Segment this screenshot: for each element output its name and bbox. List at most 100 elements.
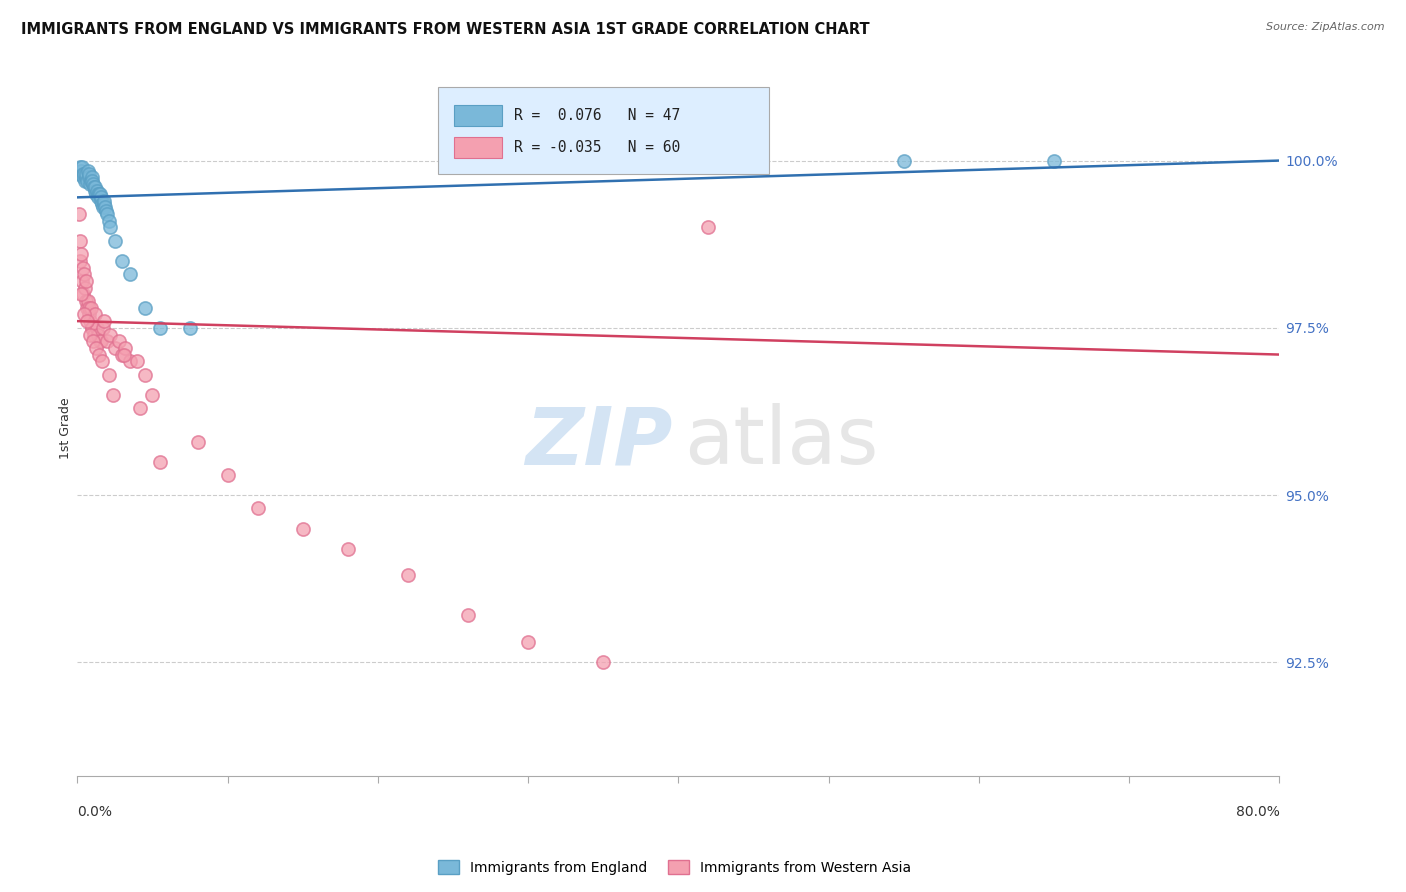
Point xyxy=(75,170,97,185)
Point xyxy=(91,354,114,368)
Point xyxy=(82,334,104,349)
Point xyxy=(97,214,120,228)
Point xyxy=(1043,153,1066,168)
Point xyxy=(104,341,127,355)
Point xyxy=(246,501,269,516)
Point xyxy=(73,174,96,188)
Point xyxy=(93,194,115,208)
Point xyxy=(84,187,107,202)
Point xyxy=(83,327,105,342)
Point xyxy=(90,190,112,204)
Point xyxy=(91,197,114,211)
Point xyxy=(75,274,97,288)
Point xyxy=(67,207,90,221)
Point xyxy=(91,201,114,215)
Point xyxy=(592,656,614,670)
Point xyxy=(73,268,96,282)
Point xyxy=(69,234,91,248)
Point xyxy=(141,387,163,401)
Point xyxy=(336,541,359,556)
Point xyxy=(127,354,149,368)
Point xyxy=(76,314,98,328)
Point xyxy=(72,287,94,301)
Point xyxy=(100,220,122,235)
Point xyxy=(84,341,107,355)
Point xyxy=(96,207,118,221)
Point xyxy=(79,177,101,191)
Point xyxy=(72,170,94,185)
Point xyxy=(86,184,108,198)
Text: R = -0.035   N = 60: R = -0.035 N = 60 xyxy=(513,139,681,154)
Text: atlas: atlas xyxy=(685,403,879,481)
Point xyxy=(76,163,98,178)
Point xyxy=(104,234,127,248)
Text: 80.0%: 80.0% xyxy=(1236,805,1279,819)
Point xyxy=(83,180,105,194)
Point xyxy=(96,334,118,349)
Point xyxy=(70,163,93,178)
Point xyxy=(97,368,120,382)
Point xyxy=(396,568,419,582)
Point xyxy=(86,321,108,335)
Point xyxy=(75,167,97,181)
Point xyxy=(80,321,103,335)
Point xyxy=(77,170,100,185)
Point xyxy=(89,187,111,202)
Point xyxy=(457,608,479,623)
Point xyxy=(82,177,104,191)
Point xyxy=(69,167,91,181)
Point xyxy=(90,194,112,208)
Point xyxy=(79,301,101,315)
Point xyxy=(93,314,115,328)
Point xyxy=(70,247,93,261)
Point xyxy=(76,294,98,309)
Point xyxy=(77,308,100,322)
Text: ZIP: ZIP xyxy=(524,403,672,481)
FancyBboxPatch shape xyxy=(439,87,769,174)
Y-axis label: 1st Grade: 1st Grade xyxy=(59,397,72,459)
Point xyxy=(149,455,172,469)
Point xyxy=(70,161,93,175)
Point xyxy=(100,327,122,342)
Legend: Immigrants from England, Immigrants from Western Asia: Immigrants from England, Immigrants from… xyxy=(433,855,917,880)
Point xyxy=(118,268,141,282)
Point xyxy=(91,321,114,335)
Text: 0.0%: 0.0% xyxy=(77,805,112,819)
Point xyxy=(111,348,134,362)
Point xyxy=(76,301,98,315)
Point xyxy=(70,287,93,301)
Point xyxy=(93,197,115,211)
Point xyxy=(69,161,91,175)
Point xyxy=(73,281,96,295)
Point xyxy=(187,434,209,449)
Point xyxy=(72,167,94,181)
Point xyxy=(217,468,239,483)
Point xyxy=(114,341,136,355)
Point xyxy=(89,334,111,349)
Point xyxy=(179,321,201,335)
Point xyxy=(72,260,94,275)
Point xyxy=(70,274,93,288)
Point xyxy=(79,327,101,342)
Point xyxy=(87,187,110,202)
Point xyxy=(893,153,915,168)
Point xyxy=(86,187,108,202)
Point xyxy=(80,301,103,315)
Point xyxy=(291,522,314,536)
Point xyxy=(87,348,110,362)
Point xyxy=(84,180,107,194)
Point xyxy=(149,321,172,335)
Point xyxy=(134,301,156,315)
Point xyxy=(108,334,131,349)
Point xyxy=(69,254,91,268)
Point xyxy=(80,170,103,185)
Point xyxy=(94,203,117,218)
Bar xyxy=(454,136,502,158)
Point xyxy=(134,368,156,382)
Point xyxy=(94,201,117,215)
Point xyxy=(103,387,125,401)
Point xyxy=(73,308,96,322)
Point xyxy=(87,190,110,204)
Text: Source: ZipAtlas.com: Source: ZipAtlas.com xyxy=(1267,22,1385,32)
Text: IMMIGRANTS FROM ENGLAND VS IMMIGRANTS FROM WESTERN ASIA 1ST GRADE CORRELATION CH: IMMIGRANTS FROM ENGLAND VS IMMIGRANTS FR… xyxy=(21,22,870,37)
